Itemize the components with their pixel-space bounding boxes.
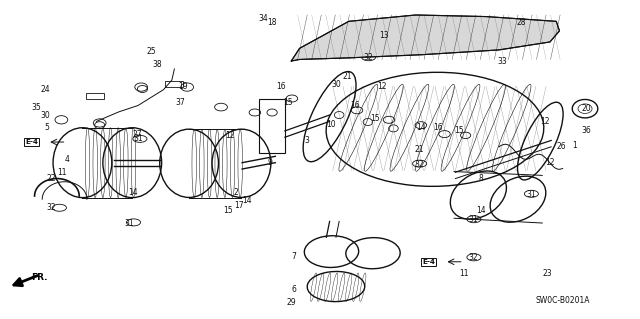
- Text: 12: 12: [545, 158, 554, 167]
- Text: 33: 33: [497, 56, 508, 65]
- Text: 31: 31: [124, 219, 134, 227]
- Text: 30: 30: [40, 111, 50, 120]
- Text: 3: 3: [304, 136, 309, 145]
- Text: 34: 34: [258, 14, 268, 23]
- Text: 15: 15: [284, 98, 293, 107]
- Text: 14: 14: [129, 188, 138, 197]
- Text: 32: 32: [364, 53, 373, 62]
- Text: 12: 12: [225, 131, 235, 140]
- Text: 32: 32: [47, 203, 56, 211]
- Text: 31: 31: [526, 190, 536, 199]
- Text: 2: 2: [234, 188, 239, 197]
- Text: 21: 21: [415, 145, 424, 154]
- Text: 12: 12: [378, 82, 387, 91]
- Text: 14: 14: [416, 123, 426, 132]
- Bar: [259, 99, 285, 153]
- Text: 9: 9: [268, 158, 273, 167]
- Text: 26: 26: [556, 142, 566, 151]
- Text: 15: 15: [454, 126, 464, 135]
- Polygon shape: [291, 15, 559, 61]
- Text: 21: 21: [343, 72, 353, 81]
- Text: 15: 15: [223, 206, 232, 215]
- Text: 8: 8: [478, 174, 483, 183]
- Text: FR.: FR.: [31, 272, 48, 281]
- Text: SW0C-B0201A: SW0C-B0201A: [536, 296, 590, 305]
- Text: 25: 25: [147, 47, 156, 56]
- Text: 18: 18: [268, 19, 277, 27]
- Text: 27: 27: [132, 130, 142, 138]
- Text: 19: 19: [178, 82, 188, 91]
- Text: 11: 11: [57, 168, 67, 177]
- Text: 37: 37: [175, 98, 185, 107]
- Text: 15: 15: [370, 114, 380, 123]
- Text: 14: 14: [476, 206, 486, 215]
- Bar: [86, 93, 104, 99]
- Text: 6: 6: [291, 285, 296, 294]
- Text: 32: 32: [415, 160, 424, 169]
- Text: 7: 7: [291, 252, 296, 261]
- Bar: [166, 81, 183, 87]
- Text: E-4: E-4: [25, 139, 38, 145]
- Text: 29: 29: [287, 298, 296, 307]
- Text: 14: 14: [242, 196, 252, 205]
- Text: 16: 16: [351, 101, 360, 110]
- Text: 30: 30: [332, 80, 341, 89]
- Text: 16: 16: [276, 82, 286, 91]
- Text: 17: 17: [234, 201, 244, 210]
- Text: 22: 22: [47, 174, 56, 183]
- Text: 16: 16: [434, 123, 444, 132]
- Text: 38: 38: [153, 60, 163, 69]
- Text: 1: 1: [572, 141, 577, 150]
- Text: 32: 32: [468, 254, 479, 263]
- Text: 31: 31: [134, 134, 143, 143]
- Text: 11: 11: [460, 269, 468, 278]
- Text: 13: 13: [379, 31, 388, 40]
- Text: 12: 12: [540, 117, 550, 126]
- Text: 24: 24: [40, 85, 50, 94]
- Text: 23: 23: [542, 269, 552, 278]
- Text: 10: 10: [326, 120, 336, 129]
- Text: 36: 36: [582, 126, 591, 135]
- Text: 5: 5: [44, 123, 49, 132]
- Text: 4: 4: [65, 155, 69, 164]
- Text: 31: 31: [468, 215, 479, 224]
- Text: 28: 28: [516, 19, 526, 27]
- Text: E-4: E-4: [422, 259, 435, 265]
- Text: 35: 35: [31, 103, 41, 112]
- Text: 20: 20: [582, 104, 591, 113]
